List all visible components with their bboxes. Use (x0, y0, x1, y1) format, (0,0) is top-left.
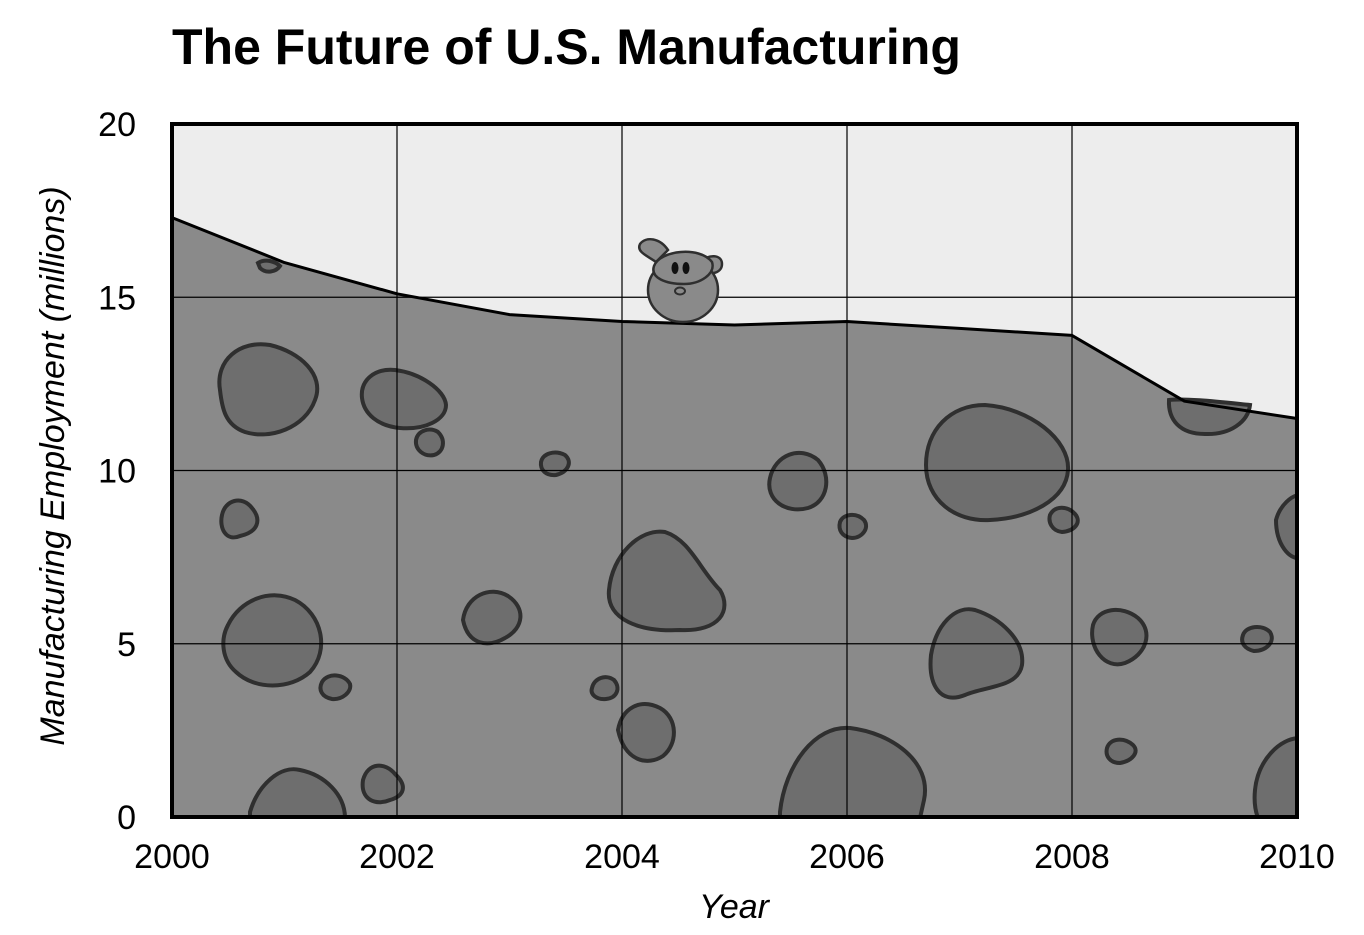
mouse-nose-icon (674, 286, 686, 296)
chart-title: The Future of U.S. Manufacturing (172, 19, 961, 75)
x-tick-label: 2002 (359, 838, 435, 876)
cheese-hole (359, 367, 449, 431)
cheese-hole (589, 675, 620, 702)
y-tick-label: 5 (117, 626, 136, 664)
cheese-hole (767, 450, 829, 512)
cheese-hole (1252, 736, 1297, 817)
cheese-hole (538, 450, 571, 478)
cheese-hole (1047, 505, 1080, 535)
x-axis-title: Year (699, 888, 771, 926)
plot-frame (170, 122, 1299, 819)
cheese-holes (217, 258, 1297, 817)
mouse-eye-icon (682, 262, 690, 274)
x-axis-ticks: 2000 2002 2004 2006 2008 2010 (134, 838, 1335, 876)
x-tick-label: 2006 (809, 838, 885, 876)
cheese-hole (606, 529, 727, 633)
y-axis-title: Manufacturing Employment (millions) (34, 186, 72, 745)
cheese-hole (1104, 737, 1138, 766)
y-tick-label: 20 (98, 106, 136, 144)
cheese-hole (778, 725, 928, 817)
x-tick-label: 2004 (584, 838, 660, 876)
y-tick-label: 0 (117, 799, 136, 837)
y-axis-ticks: 0 5 10 15 20 (98, 106, 136, 837)
y-tick-label: 15 (98, 279, 136, 317)
cheese-hole (217, 342, 320, 437)
cheese-hole (219, 498, 260, 540)
cheese-hole (413, 427, 445, 458)
y-tick-label: 10 (98, 453, 136, 491)
series-line (171, 216, 1298, 420)
x-tick-label: 2010 (1259, 838, 1335, 876)
x-tick-label: 2008 (1034, 838, 1110, 876)
cheese-hole (255, 258, 283, 274)
cheese-hole (221, 593, 324, 688)
cheese-hole (1090, 608, 1149, 667)
cheese-hole (460, 589, 523, 646)
cheese-hole (1240, 625, 1274, 654)
cheese-hole (318, 673, 353, 702)
mouse-icon (637, 237, 724, 324)
cheese-hole (615, 702, 676, 763)
cheese-hole (837, 513, 869, 541)
cheese-hole (360, 763, 405, 805)
mouse-eye-icon (671, 262, 679, 274)
mouse-ear-icon (637, 237, 670, 264)
cheese-layer (172, 217, 1297, 817)
x-tick-label: 2000 (134, 838, 210, 876)
cheese-hole (1273, 493, 1297, 560)
cheese-hole (248, 767, 347, 817)
cheese-hole (928, 607, 1025, 700)
